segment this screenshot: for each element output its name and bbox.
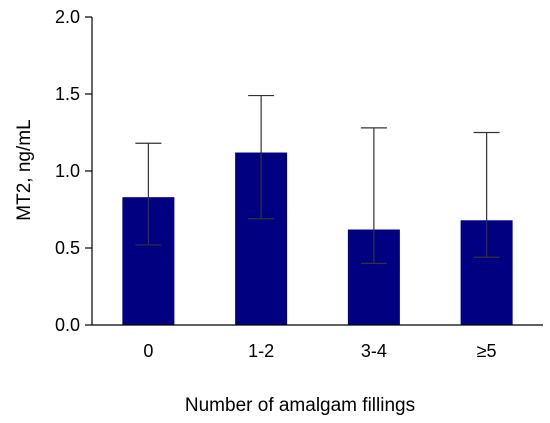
x-tick-label-2: 3-4: [361, 341, 387, 361]
x-tick-label-0: 0: [143, 341, 153, 361]
y-tick-label-2: 1.0: [55, 161, 80, 181]
x-tick-label-3: ≥5: [477, 341, 497, 361]
labels-layer: 0 1-2 3-4 ≥5 0.0 0.5 1.0 1.5 2.0: [55, 7, 497, 361]
y-axis-title: MT2, ng/mL: [14, 119, 35, 220]
x-axis-title: Number of amalgam fillings: [185, 395, 415, 416]
y-tick-label-4: 2.0: [55, 7, 80, 27]
y-tick-label-1: 0.5: [55, 238, 80, 258]
bars-layer: [122, 152, 513, 325]
y-tick-label-3: 1.5: [55, 84, 80, 104]
error-bars-layer: [135, 94, 500, 264]
axes-layer: [85, 16, 543, 326]
y-tick-label-0: 0.0: [55, 315, 80, 335]
x-tick-label-1: 1-2: [248, 341, 274, 361]
